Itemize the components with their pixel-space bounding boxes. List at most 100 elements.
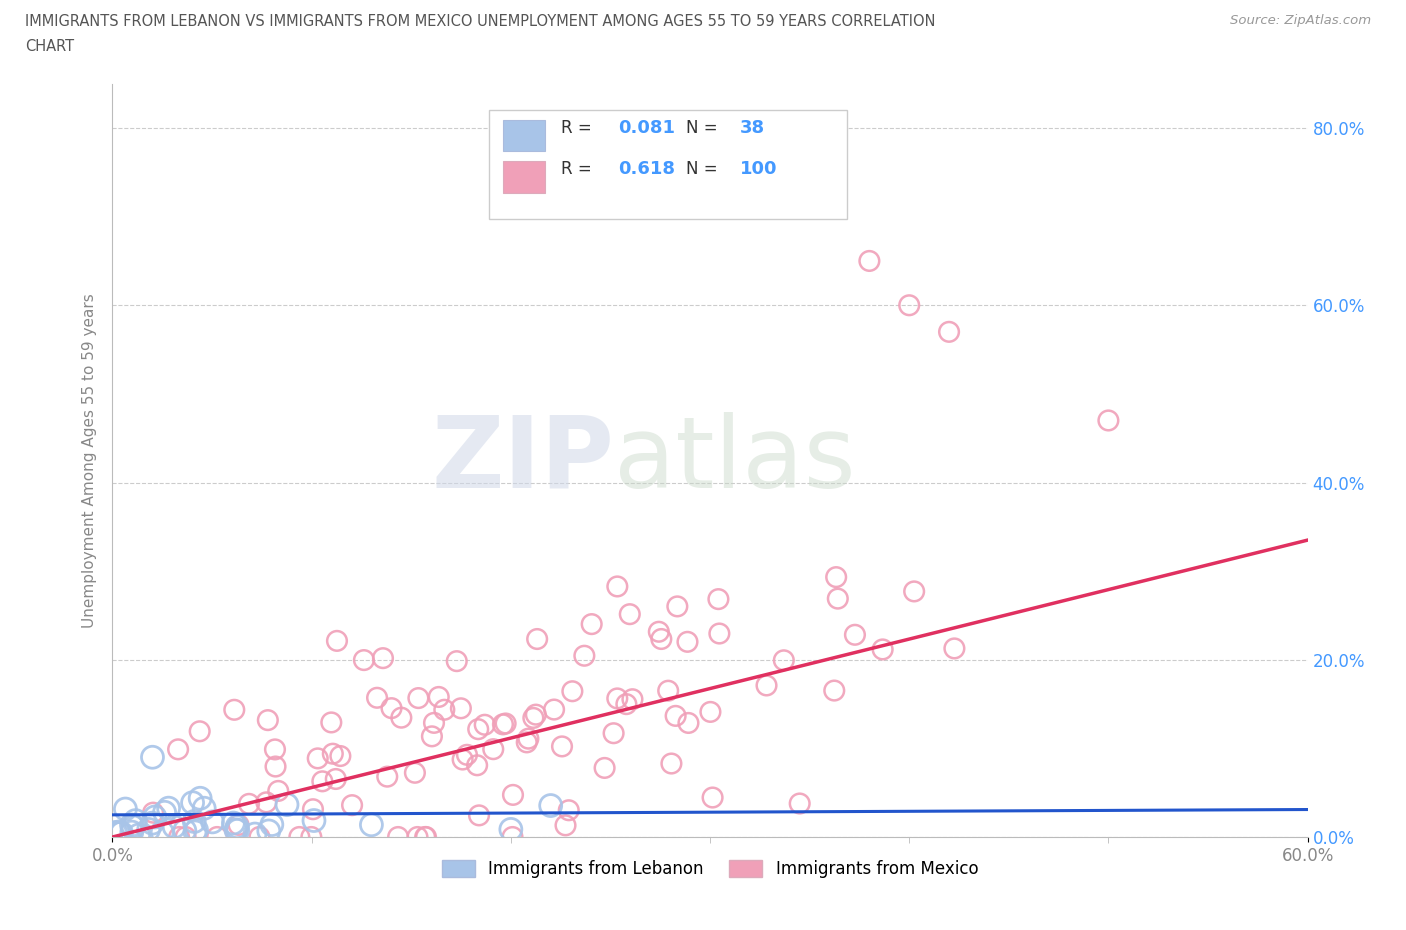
Point xyxy=(465,758,488,773)
Point xyxy=(543,702,565,717)
Point xyxy=(451,752,474,767)
Point xyxy=(299,830,322,844)
Point xyxy=(340,798,363,813)
Point xyxy=(249,830,271,844)
Point xyxy=(844,628,866,643)
Point xyxy=(606,579,628,594)
Point xyxy=(322,746,344,761)
Point xyxy=(353,653,375,668)
Point xyxy=(420,729,443,744)
Text: atlas: atlas xyxy=(614,412,856,509)
Point xyxy=(288,830,311,844)
Point xyxy=(619,606,641,621)
Point xyxy=(254,795,277,810)
Point xyxy=(666,599,689,614)
Point xyxy=(707,591,730,606)
Point xyxy=(188,724,211,738)
Text: N =: N = xyxy=(686,160,723,179)
Point xyxy=(522,711,544,725)
Point xyxy=(468,808,491,823)
Text: CHART: CHART xyxy=(25,39,75,54)
Point xyxy=(226,823,249,838)
Point xyxy=(183,814,205,829)
Point xyxy=(502,830,524,844)
Point xyxy=(540,798,562,813)
Point xyxy=(789,796,811,811)
Point xyxy=(1097,413,1119,428)
Point xyxy=(128,828,150,843)
Point xyxy=(502,788,524,803)
Point xyxy=(389,711,412,725)
Point xyxy=(499,822,522,837)
Point xyxy=(516,735,538,750)
Point xyxy=(121,817,143,832)
Point xyxy=(167,742,190,757)
Point xyxy=(142,805,165,820)
Point xyxy=(108,826,131,841)
Text: 0.081: 0.081 xyxy=(619,119,675,137)
Point xyxy=(143,809,166,824)
Point xyxy=(153,804,176,819)
Point xyxy=(205,830,228,844)
Point xyxy=(329,749,352,764)
Point xyxy=(380,700,402,715)
Point xyxy=(141,750,163,764)
Point xyxy=(121,825,143,840)
Point xyxy=(446,654,468,669)
Point xyxy=(423,715,446,730)
Point xyxy=(943,641,966,656)
Point xyxy=(264,742,287,757)
Point xyxy=(325,772,347,787)
Point xyxy=(650,631,672,646)
Text: R =: R = xyxy=(561,119,596,137)
Point xyxy=(108,825,131,840)
Point xyxy=(260,817,283,832)
Point xyxy=(302,813,325,828)
Point xyxy=(823,684,845,698)
Point xyxy=(450,701,472,716)
Point xyxy=(593,761,616,776)
Point xyxy=(371,651,394,666)
Point xyxy=(474,717,496,732)
Point xyxy=(174,830,197,844)
Point xyxy=(427,689,450,704)
Point xyxy=(222,816,245,830)
Point xyxy=(661,756,683,771)
Point xyxy=(360,817,382,832)
Point xyxy=(122,819,145,834)
Point xyxy=(387,830,409,844)
Point xyxy=(415,830,437,844)
Point xyxy=(104,825,127,840)
Point xyxy=(321,715,343,730)
Point xyxy=(621,692,644,707)
Point xyxy=(772,653,794,668)
Point xyxy=(938,325,960,339)
Point xyxy=(413,830,436,844)
Point xyxy=(257,824,280,839)
Point xyxy=(517,731,540,746)
Point xyxy=(224,702,246,717)
Point xyxy=(702,790,724,805)
Point xyxy=(276,797,298,812)
Point xyxy=(167,830,190,844)
Point xyxy=(181,795,204,810)
Point xyxy=(858,254,880,269)
Point xyxy=(581,617,603,631)
Point xyxy=(406,830,429,844)
Point xyxy=(326,633,349,648)
Point xyxy=(574,648,596,663)
Point xyxy=(243,827,266,842)
Point xyxy=(903,584,925,599)
Point xyxy=(495,716,517,731)
Point xyxy=(602,725,624,740)
Point xyxy=(606,691,628,706)
Point xyxy=(157,801,180,816)
Point xyxy=(614,697,637,711)
Point xyxy=(408,691,430,706)
Point xyxy=(141,816,163,830)
Point xyxy=(302,802,325,817)
Point xyxy=(110,826,132,841)
Point xyxy=(184,825,207,840)
Point xyxy=(366,690,388,705)
FancyBboxPatch shape xyxy=(489,110,848,219)
